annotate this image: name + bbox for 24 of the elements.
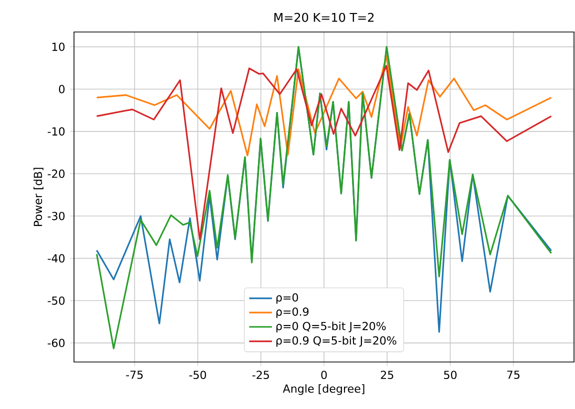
y-tick-label: -50 [48,296,65,305]
y-tick-label: 0 [58,84,65,94]
x-tick-label: 75 [507,370,520,379]
x-tick-label: 0 [321,370,327,380]
x-tick-label: 50 [444,370,457,380]
y-tick-label: -30 [48,212,65,220]
x-tick-label: 25 [380,370,394,380]
y-tick-label: -40 [48,254,65,263]
x-tick-label: -50 [189,370,206,380]
x-tick-label: -25 [252,370,269,380]
y-tick-label: -60 [48,338,65,348]
y-tick-label: -20 [48,170,65,178]
line-series [96,65,552,240]
y-tick-label: 10 [52,42,65,51]
chart-title: M=20 K=10 T=2 [274,12,374,22]
x-tick-label: -75 [126,370,143,379]
line-series [96,54,552,156]
legend-label: ρ=0 [276,293,298,304]
x-axis-title: Angle [degree] [282,384,364,395]
legend-label: ρ=0.9 [276,307,309,318]
legend-label: ρ=0 Q=5-bit J=20% [276,322,386,332]
legend-label: ρ=0.9 Q=5-bit J=20% [276,336,396,347]
y-tick-label: -10 [48,127,65,136]
y-axis-title: Power [dB] [34,168,44,226]
